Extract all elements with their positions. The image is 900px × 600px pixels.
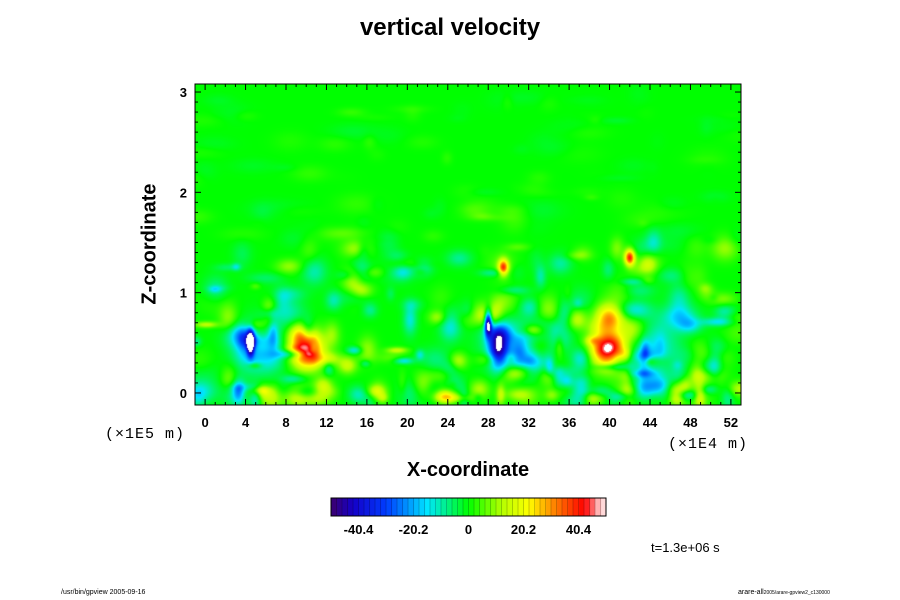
x-tick-label: 0 bbox=[201, 415, 208, 430]
colorbar-tick-label: -40.4 bbox=[344, 522, 374, 537]
colorbar: -40.4 -20.2 0 20.2 40.4 bbox=[330, 497, 607, 537]
colorbar-tick-label: 40.4 bbox=[566, 522, 592, 537]
x-tick-label: 32 bbox=[521, 415, 535, 430]
x-tick-label: 24 bbox=[441, 415, 456, 430]
z-scale-note: (×1E5 m) bbox=[105, 426, 186, 443]
x-tick-label: 28 bbox=[481, 415, 495, 430]
x-axis-label: X-coordinate bbox=[406, 459, 530, 481]
footer-source-small: 2005/arare-gpview2_c130000 bbox=[763, 590, 830, 596]
x-tick-label: 44 bbox=[643, 415, 658, 430]
x-scale-note: (×1E4 m) bbox=[668, 436, 749, 453]
footer-source-main: arare-all bbox=[738, 589, 764, 596]
x-tick-label: 52 bbox=[724, 415, 738, 430]
colorbar-tick-label: -20.2 bbox=[399, 522, 429, 537]
y-axis-label: Z-coordinate bbox=[138, 183, 161, 305]
x-tick-label: 40 bbox=[602, 415, 616, 430]
x-tick-label: 20 bbox=[400, 415, 414, 430]
time-label: t=1.3e+06 s bbox=[651, 540, 720, 555]
colorbar-ticks: -40.4 -20.2 0 20.2 40.4 bbox=[330, 498, 607, 537]
chart-title: vertical velocity bbox=[359, 14, 541, 41]
x-tick-label: 36 bbox=[562, 415, 576, 430]
x-tick-label: 4 bbox=[242, 415, 250, 430]
colorbar-tick-label: 0 bbox=[465, 522, 472, 537]
y-tick-label: 2 bbox=[180, 185, 187, 200]
y-tick-label: 3 bbox=[180, 85, 187, 100]
colorbar-tick-label: 20.2 bbox=[511, 522, 536, 537]
x-tick-label: 12 bbox=[319, 415, 333, 430]
footer-source: arare-all2005/arare-gpview2_c130000 bbox=[738, 589, 830, 596]
x-tick-label: 16 bbox=[360, 415, 374, 430]
x-axis: 0 4 8 12 16 20 24 28 32 36 40 44 48 52 bbox=[201, 84, 738, 430]
x-tick-label: 8 bbox=[282, 415, 289, 430]
x-tick-label: 48 bbox=[683, 415, 697, 430]
heatmap-field bbox=[195, 84, 741, 405]
y-axis: 0 1 2 3 bbox=[180, 85, 741, 401]
y-tick-label: 1 bbox=[180, 286, 187, 301]
footer-command: /usr/bin/gpview 2005-09-16 bbox=[61, 589, 146, 596]
y-tick-label: 0 bbox=[180, 386, 187, 401]
